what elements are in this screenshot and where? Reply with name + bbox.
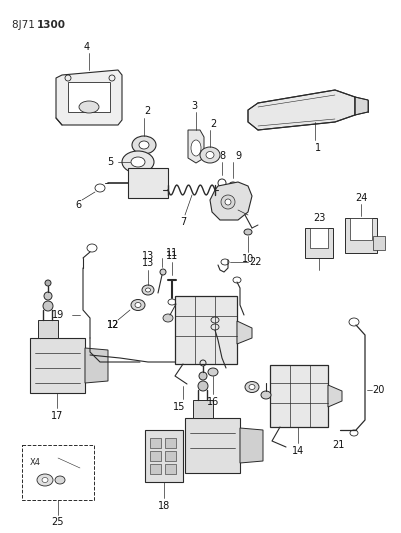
Ellipse shape <box>245 382 259 392</box>
Bar <box>150 438 161 448</box>
Ellipse shape <box>225 199 231 205</box>
Ellipse shape <box>200 147 220 163</box>
Ellipse shape <box>131 300 145 311</box>
Polygon shape <box>128 168 168 198</box>
Ellipse shape <box>79 101 99 113</box>
Bar <box>22 445 94 500</box>
Ellipse shape <box>135 303 141 308</box>
Polygon shape <box>373 236 385 250</box>
Ellipse shape <box>160 269 166 275</box>
Text: 1300: 1300 <box>37 20 66 30</box>
Ellipse shape <box>146 288 150 292</box>
Polygon shape <box>248 90 355 130</box>
Text: 11: 11 <box>166 248 178 258</box>
Polygon shape <box>185 418 240 473</box>
Text: 6: 6 <box>75 200 81 210</box>
Bar <box>150 451 161 461</box>
Ellipse shape <box>198 381 208 391</box>
Polygon shape <box>345 218 377 253</box>
Polygon shape <box>68 82 110 112</box>
Polygon shape <box>237 321 252 344</box>
Text: 18: 18 <box>158 501 170 511</box>
Text: 2: 2 <box>144 106 150 116</box>
Text: 7: 7 <box>180 217 186 227</box>
Text: 4: 4 <box>84 42 90 52</box>
Bar <box>165 438 176 448</box>
Text: 10: 10 <box>242 254 254 264</box>
Polygon shape <box>30 338 85 393</box>
Text: 21: 21 <box>332 440 344 450</box>
Bar <box>165 464 176 474</box>
Text: 13: 13 <box>142 251 154 261</box>
Text: 1: 1 <box>315 143 321 153</box>
Ellipse shape <box>45 280 51 286</box>
Text: 19: 19 <box>52 310 64 320</box>
Text: 17: 17 <box>51 411 63 421</box>
Bar <box>165 451 176 461</box>
Polygon shape <box>240 428 263 463</box>
Ellipse shape <box>55 476 65 484</box>
Text: 2: 2 <box>210 119 216 129</box>
Ellipse shape <box>42 478 48 482</box>
Polygon shape <box>350 218 372 240</box>
Polygon shape <box>193 400 213 418</box>
Ellipse shape <box>191 140 201 156</box>
Polygon shape <box>38 320 58 338</box>
Ellipse shape <box>261 391 271 399</box>
Ellipse shape <box>229 182 237 188</box>
Ellipse shape <box>131 157 145 167</box>
Ellipse shape <box>43 301 53 311</box>
Ellipse shape <box>206 151 214 158</box>
Polygon shape <box>56 70 122 125</box>
Ellipse shape <box>142 285 154 295</box>
Ellipse shape <box>249 384 255 390</box>
Ellipse shape <box>132 136 156 154</box>
Text: 23: 23 <box>313 213 325 223</box>
Ellipse shape <box>44 292 52 300</box>
Text: 20: 20 <box>372 385 384 395</box>
Polygon shape <box>328 385 342 407</box>
Ellipse shape <box>139 141 149 149</box>
Polygon shape <box>310 228 328 248</box>
Polygon shape <box>175 296 237 364</box>
Polygon shape <box>270 365 328 427</box>
Text: 16: 16 <box>207 397 219 407</box>
Text: 13: 13 <box>142 258 154 268</box>
Ellipse shape <box>244 229 252 235</box>
Polygon shape <box>188 130 204 163</box>
Polygon shape <box>210 182 252 220</box>
Text: 11: 11 <box>166 251 178 261</box>
Text: X4: X4 <box>30 458 41 467</box>
Text: 5: 5 <box>107 157 113 167</box>
Ellipse shape <box>221 195 235 209</box>
Text: 24: 24 <box>355 193 367 203</box>
Ellipse shape <box>208 368 218 376</box>
Text: 15: 15 <box>173 402 185 412</box>
Ellipse shape <box>122 151 154 173</box>
Ellipse shape <box>199 372 207 380</box>
Text: 8J71: 8J71 <box>12 20 38 30</box>
Polygon shape <box>305 228 333 258</box>
Text: 25: 25 <box>52 517 64 527</box>
Text: 8: 8 <box>219 151 225 161</box>
Text: 3: 3 <box>191 101 197 111</box>
Polygon shape <box>145 430 183 482</box>
Text: 12: 12 <box>107 320 119 330</box>
Text: 9: 9 <box>235 151 241 161</box>
Bar <box>150 464 161 474</box>
Text: 22: 22 <box>249 257 261 267</box>
Text: 12: 12 <box>107 320 119 330</box>
Polygon shape <box>355 97 368 115</box>
Polygon shape <box>85 348 108 383</box>
Ellipse shape <box>163 314 173 322</box>
Ellipse shape <box>37 474 53 486</box>
Text: 14: 14 <box>292 446 304 456</box>
